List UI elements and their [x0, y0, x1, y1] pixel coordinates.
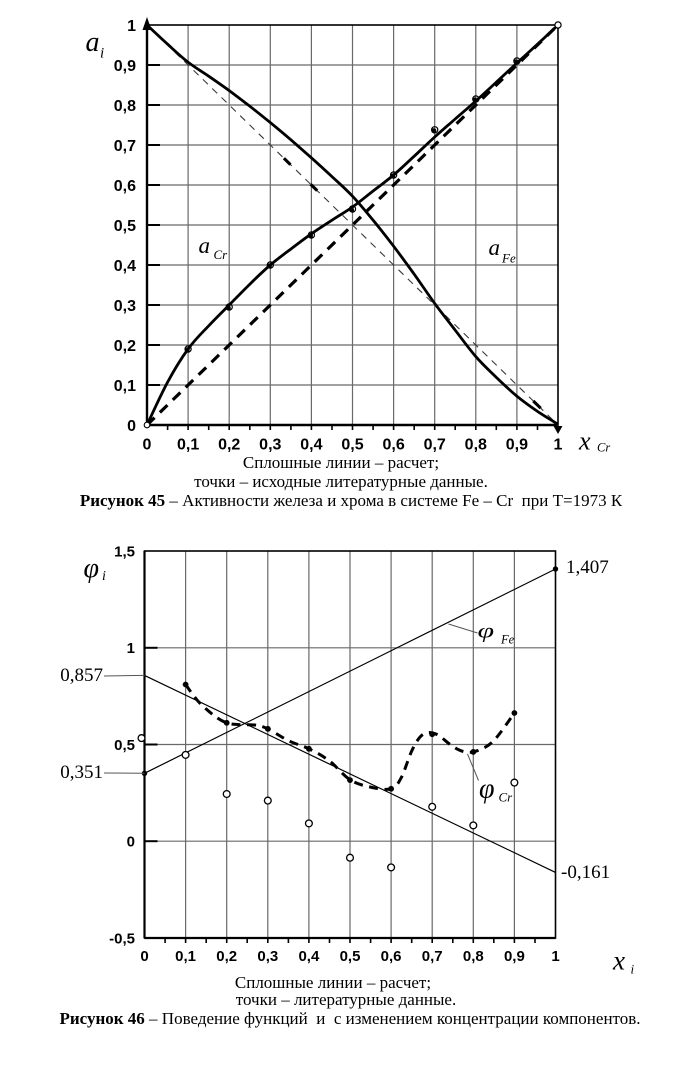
- svg-text:0,7: 0,7: [422, 948, 443, 965]
- svg-text:i: i: [100, 46, 104, 62]
- svg-text:-0,161: -0,161: [561, 862, 610, 883]
- svg-text:φ: φ: [478, 619, 495, 643]
- svg-text:φ: φ: [479, 774, 495, 805]
- svg-text:0,8: 0,8: [463, 948, 484, 965]
- svg-text:0,6: 0,6: [382, 437, 404, 454]
- svg-text:0,2: 0,2: [218, 437, 240, 454]
- svg-text:точки – исходные литературные: точки – исходные литературные данные.: [194, 472, 488, 491]
- svg-text:Сплошные линии – расчет;: Сплошные линии – расчет;: [243, 453, 439, 472]
- svg-text:0,5: 0,5: [341, 437, 363, 454]
- svg-text:1: 1: [127, 18, 136, 35]
- svg-text:0,7: 0,7: [114, 138, 136, 155]
- svg-text:0,8: 0,8: [465, 437, 487, 454]
- svg-text:0,1: 0,1: [114, 378, 136, 395]
- svg-text:1,5: 1,5: [114, 543, 135, 560]
- svg-text:0: 0: [127, 834, 135, 851]
- svg-text:0,6: 0,6: [114, 178, 136, 195]
- svg-text:a: a: [489, 235, 501, 260]
- svg-text:φ: φ: [84, 553, 100, 584]
- svg-text:0,3: 0,3: [114, 298, 136, 315]
- svg-text:1: 1: [551, 948, 559, 965]
- svg-text:0: 0: [143, 437, 152, 454]
- svg-text:1,407: 1,407: [566, 557, 609, 578]
- svg-text:0,2: 0,2: [216, 948, 237, 965]
- svg-text:-0,5: -0,5: [109, 930, 135, 947]
- svg-text:0,351: 0,351: [60, 762, 103, 783]
- svg-text:a: a: [86, 27, 100, 58]
- svg-text:i: i: [102, 569, 106, 584]
- svg-text:a: a: [199, 233, 211, 258]
- svg-text:0,5: 0,5: [114, 737, 135, 754]
- svg-text:0: 0: [140, 948, 148, 965]
- svg-text:0,1: 0,1: [177, 437, 199, 454]
- svg-text:0,5: 0,5: [340, 948, 361, 965]
- svg-text:Рисунок 45 – Активности железа: Рисунок 45 – Активности железа и хрома в…: [80, 491, 623, 510]
- svg-text:0,2: 0,2: [114, 338, 136, 355]
- svg-text:точки – литературные данные.: точки – литературные данные.: [236, 990, 456, 1009]
- svg-text:0,9: 0,9: [504, 948, 525, 965]
- svg-text:Cr: Cr: [214, 247, 229, 262]
- svg-text:1: 1: [127, 640, 135, 657]
- svg-text:0,6: 0,6: [381, 948, 402, 965]
- svg-text:Cr: Cr: [499, 790, 514, 805]
- svg-text:x: x: [578, 427, 591, 456]
- svg-text:Fe: Fe: [500, 632, 515, 646]
- svg-text:x: x: [612, 946, 625, 976]
- svg-text:i: i: [631, 962, 635, 977]
- svg-text:0,857: 0,857: [60, 665, 103, 686]
- svg-text:0,4: 0,4: [300, 437, 322, 454]
- svg-text:0: 0: [127, 418, 136, 435]
- svg-text:0,9: 0,9: [114, 58, 136, 75]
- svg-text:1: 1: [554, 437, 563, 454]
- svg-text:0,4: 0,4: [298, 948, 320, 965]
- svg-text:0,7: 0,7: [424, 437, 446, 454]
- svg-text:Cr: Cr: [597, 441, 610, 455]
- svg-text:0,8: 0,8: [114, 98, 136, 115]
- svg-text:0,9: 0,9: [506, 437, 528, 454]
- svg-text:0,5: 0,5: [114, 218, 136, 235]
- svg-text:Рисунок 46 – Поведение функций: Рисунок 46 – Поведение функций и с измен…: [59, 1009, 640, 1028]
- svg-text:0,3: 0,3: [257, 948, 278, 965]
- svg-text:0,4: 0,4: [114, 258, 136, 275]
- svg-text:0,3: 0,3: [259, 437, 281, 454]
- svg-text:Fe: Fe: [501, 251, 516, 266]
- svg-text:0,1: 0,1: [175, 948, 196, 965]
